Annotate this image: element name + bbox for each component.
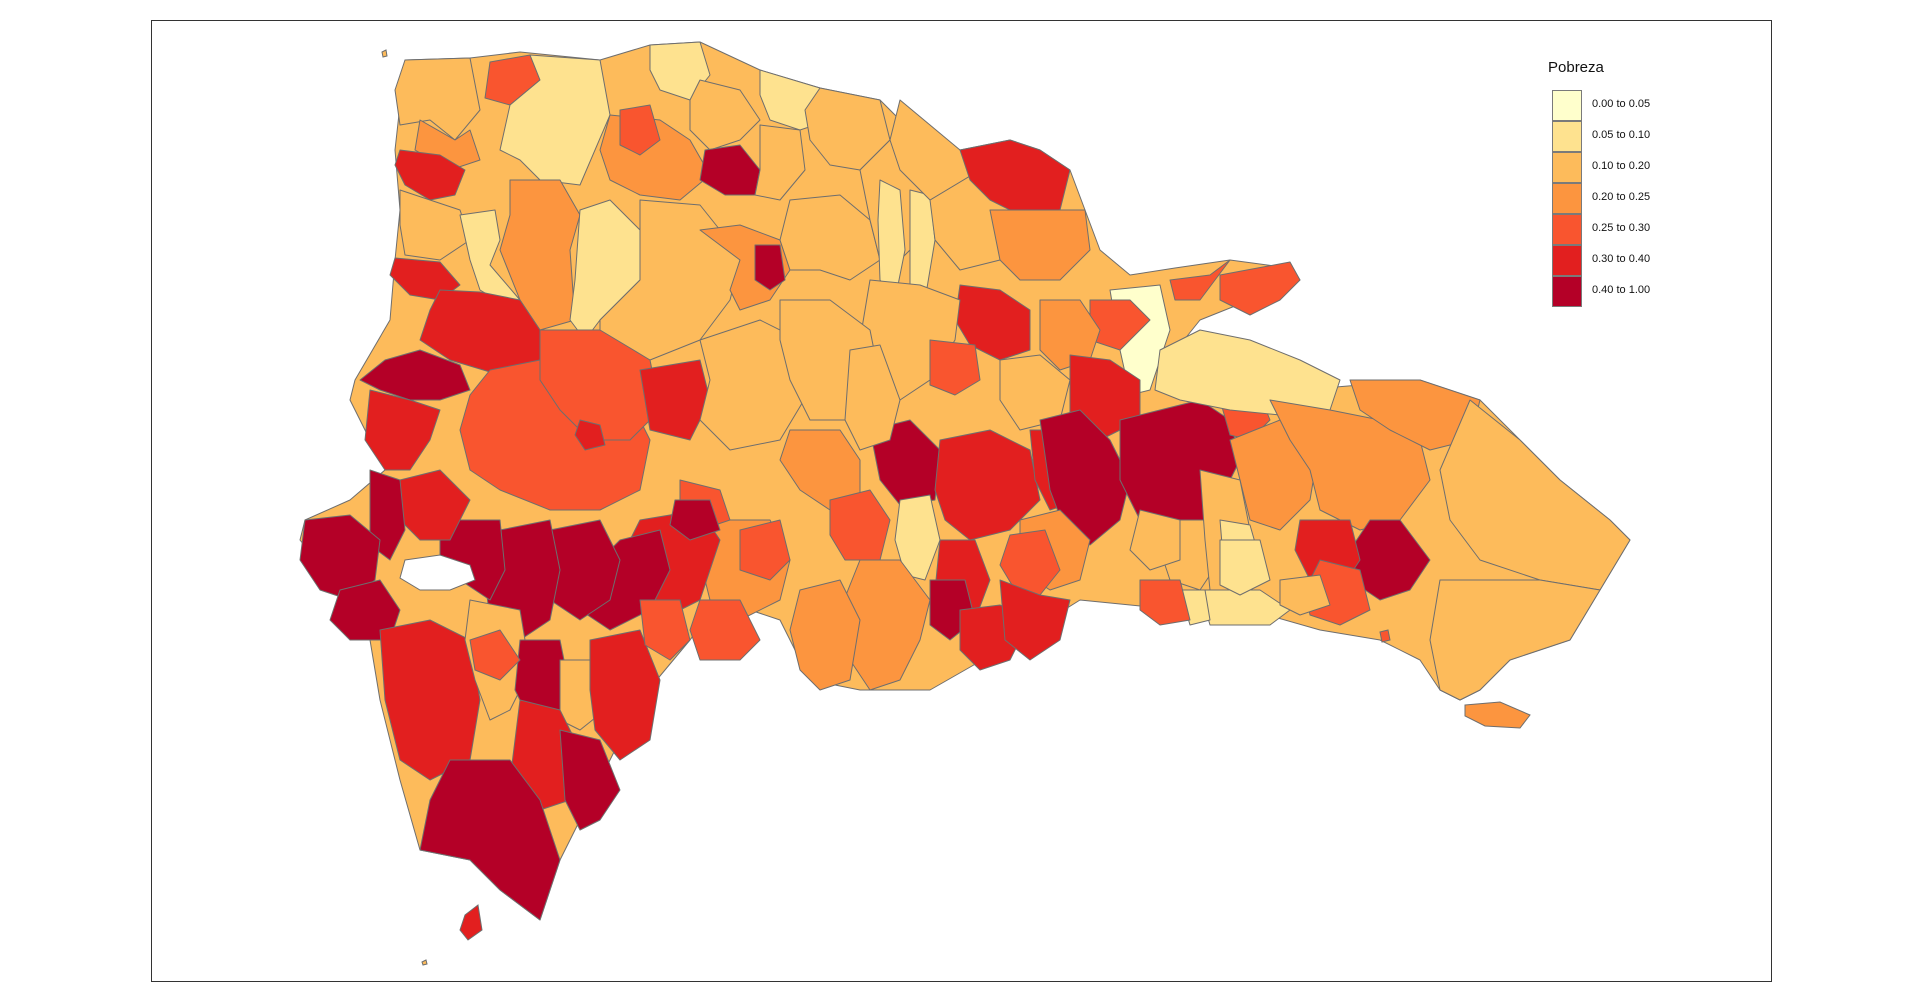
- region-e-10[interactable]: [1279, 574, 1331, 616]
- region-misc-5[interactable]: [669, 499, 721, 541]
- region-misc-3[interactable]: [639, 599, 691, 661]
- legend-item: 0.00 to 0.05: [1548, 90, 1698, 121]
- region-nw-9[interactable]: [499, 179, 581, 331]
- region-c-10[interactable]: [1039, 409, 1131, 546]
- region-cn-13[interactable]: [779, 194, 881, 281]
- legend-swatch: [1552, 90, 1582, 121]
- island-beata: [459, 904, 483, 941]
- lake-enriquillo: [399, 554, 476, 591]
- region-cw-4[interactable]: [699, 319, 811, 451]
- region-e-11[interactable]: [1219, 539, 1271, 596]
- region-sw-10[interactable]: [419, 759, 561, 921]
- region-nw-6[interactable]: [399, 189, 471, 261]
- legend-label: 0.30 to 0.40: [1592, 253, 1651, 265]
- legend-swatch: [1552, 276, 1582, 307]
- legend-swatch: [1552, 183, 1582, 214]
- region-e-3[interactable]: [1349, 379, 1481, 451]
- region-e-5[interactable]: [1429, 579, 1601, 701]
- region-cw-2[interactable]: [539, 329, 661, 441]
- legend-item: 0.40 to 1.00: [1548, 276, 1698, 307]
- legend-label: 0.25 to 0.30: [1592, 222, 1651, 234]
- region-nw-3[interactable]: [499, 54, 611, 186]
- legend-label: 0.00 to 0.05: [1592, 98, 1651, 110]
- legend-item: 0.10 to 0.20: [1548, 152, 1698, 183]
- region-ne-2[interactable]: [989, 209, 1091, 281]
- legend-swatch: [1552, 245, 1582, 276]
- region-cn-12[interactable]: [754, 244, 786, 291]
- legend-label: 0.20 to 0.25: [1592, 191, 1651, 203]
- legend-item: 0.20 to 0.25: [1548, 183, 1698, 214]
- legend-label: 0.10 to 0.20: [1592, 160, 1651, 172]
- region-c-1[interactable]: [954, 284, 1031, 361]
- legend-item: 0.25 to 0.30: [1548, 214, 1698, 245]
- region-c-23[interactable]: [999, 579, 1071, 661]
- legend-items: 0.00 to 0.05 0.05 to 0.10 0.10 to 0.20 0…: [1548, 90, 1698, 307]
- region-cn-8[interactable]: [804, 87, 891, 171]
- region-e-14[interactable]: [1139, 579, 1191, 626]
- region-ne-4[interactable]: [1169, 259, 1231, 301]
- island-saona: [1464, 701, 1531, 729]
- region-sw-9[interactable]: [559, 729, 621, 831]
- region-cn-7[interactable]: [754, 124, 806, 201]
- region-cw-6[interactable]: [844, 344, 901, 451]
- region-ne-5[interactable]: [1219, 261, 1301, 316]
- region-cw-12[interactable]: [689, 599, 761, 661]
- region-cn-2[interactable]: [619, 104, 661, 156]
- region-cw-10[interactable]: [789, 579, 861, 691]
- legend-swatch: [1552, 214, 1582, 245]
- map-regions: [299, 41, 1631, 921]
- region-misc-1[interactable]: [574, 419, 606, 451]
- legend-swatch: [1552, 152, 1582, 183]
- region-misc-2[interactable]: [469, 629, 521, 681]
- region-nw-12[interactable]: [364, 389, 441, 471]
- region-nw-11[interactable]: [359, 349, 471, 401]
- legend: Pobreza 0.00 to 0.05 0.05 to 0.10 0.10 t…: [1548, 58, 1698, 307]
- island-catalina: [1379, 629, 1391, 643]
- legend-label: 0.40 to 1.00: [1592, 284, 1651, 296]
- legend-label: 0.05 to 0.10: [1592, 129, 1651, 141]
- region-e-13[interactable]: [1129, 509, 1181, 571]
- islet-southwest: [421, 959, 428, 966]
- region-sw-7[interactable]: [589, 629, 661, 761]
- islet-north: [381, 49, 388, 58]
- legend-item: 0.30 to 0.40: [1548, 245, 1698, 276]
- region-cn-4[interactable]: [689, 79, 761, 151]
- legend-title: Pobreza: [1548, 59, 1604, 76]
- region-nw-1[interactable]: [394, 57, 481, 141]
- region-nw-5[interactable]: [394, 149, 466, 201]
- region-c-8[interactable]: [934, 429, 1041, 541]
- region-c-19[interactable]: [894, 494, 941, 581]
- region-c-4[interactable]: [929, 339, 981, 396]
- legend-item: 0.05 to 0.10: [1548, 121, 1698, 152]
- region-cw-13[interactable]: [739, 519, 791, 581]
- islands: [381, 49, 1531, 966]
- legend-swatch: [1552, 121, 1582, 152]
